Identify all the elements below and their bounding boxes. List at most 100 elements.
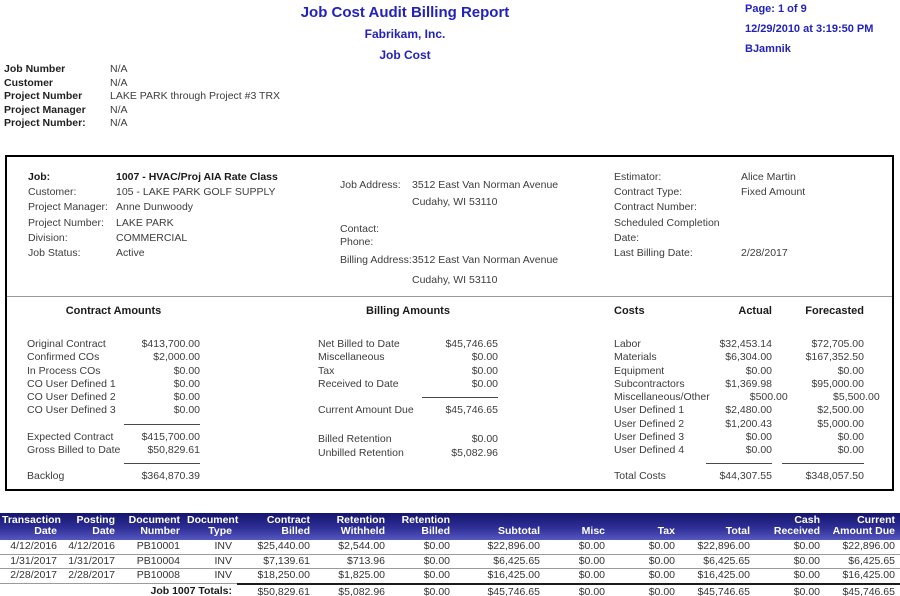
actual-heading: Actual — [738, 305, 772, 317]
costs-heading: Costs — [614, 305, 645, 317]
column-header: Retention Billed — [390, 513, 455, 540]
cost-row: User Defined 2 $1,200.43 $5,000.00 — [614, 417, 864, 430]
company-name: Fabrikam, Inc. — [364, 27, 446, 41]
column-header: Subtotal — [455, 513, 545, 540]
cost-row: Equipment $0.00 $0.00 — [614, 364, 864, 377]
column-header: Misc — [545, 513, 610, 540]
param-value: N/A — [110, 117, 128, 129]
amount-row: Gross Billed to Date $50,829.61 — [27, 444, 200, 457]
scheduled-completion-row: Scheduled Completion Date: — [614, 216, 720, 244]
column-header: Retention Withheld — [315, 513, 390, 540]
billed-retention-row: Billed Retention $0.00 — [318, 433, 498, 446]
column-header: Current Amount Due — [825, 513, 900, 540]
page-number: Page: 1 of 9 — [745, 3, 807, 15]
param-row: Project Manager N/A — [4, 104, 280, 118]
column-header: Tax — [610, 513, 680, 540]
job-address-row: Job Address: 3512 East Van Norman Avenue — [340, 179, 559, 191]
estimator-row: Estimator: Alice Martin — [614, 171, 796, 183]
column-header: Document Number — [120, 513, 185, 540]
total-costs-row: Total Costs $44,307.55 $348,057.50 — [614, 469, 864, 482]
amount-row: CO User Defined 3 $0.00 — [27, 404, 200, 417]
contract-amounts-column: Contract Amounts Original Contract $413,7… — [27, 297, 200, 484]
column-header: Document Type — [185, 513, 238, 540]
totals-label: Job 1007 Totals: — [0, 583, 237, 596]
transactions-header-row: Transaction Date Posting Date Document N… — [0, 513, 900, 540]
report-parameters: Job Number N/A Customer N/A Project Number… — [4, 63, 280, 131]
transaction-row: 1/31/2017 1/31/2017 PB10004 INV $7,139.61 $71… — [0, 554, 900, 569]
param-value: LAKE PARK through Project #3 TRX — [110, 90, 281, 102]
totals-row: Job 1007 Totals: $50,829.61 $5,082.96 $0.0… — [0, 582, 900, 596]
job-row: Job: 1007 - HVAC/Proj AIA Rate Class — [28, 171, 278, 183]
total-rule — [27, 457, 200, 470]
current-amount-due-row: Current Amount Due $45,746.65 — [318, 404, 498, 417]
job-identity-column: Job: 1007 - HVAC/Proj AIA Rate Class Cust… — [28, 170, 333, 261]
unbilled-retention-row: Unbilled Retention $5,082.96 — [318, 446, 498, 459]
job-summary-box: Job: 1007 - HVAC/Proj AIA Rate Class Cust… — [5, 155, 894, 491]
contract-amounts-heading: Contract Amounts — [65, 305, 162, 317]
page-info-block: Page: 1 of 9 12/29/2010 at 3:19:50 PM BJ… — [745, 3, 873, 63]
column-header: Total — [680, 513, 755, 540]
param-label: Job Number — [4, 63, 66, 75]
total-costs-rule — [614, 458, 864, 470]
amount-row: In Process COs $0.00 — [27, 364, 200, 377]
print-datetime: 12/29/2010 at 3:19:50 PM — [745, 23, 874, 35]
amount-row: CO User Defined 1 $0.00 — [27, 377, 200, 390]
amount-row: Tax $0.00 — [318, 364, 498, 377]
amount-row: Miscellaneous $0.00 — [318, 351, 498, 364]
param-value: N/A — [110, 63, 128, 75]
param-row: Job Number N/A — [4, 63, 280, 77]
cost-row: Miscellaneous/Other $500.00 $5,500.00 — [614, 391, 880, 404]
amount-row: CO User Defined 2 $0.00 — [27, 391, 200, 404]
phone-row: Phone: — [340, 236, 374, 248]
transaction-row: 2/28/2017 2/28/2017 PB10008 INV $18,250.00 $1… — [0, 568, 900, 584]
amount-row: Received to Date $0.00 — [318, 377, 498, 390]
column-header: Contract Billed — [237, 513, 315, 540]
param-value: N/A — [110, 76, 128, 89]
job-status-row: Job Status: Active — [28, 247, 145, 260]
cost-row: Materials $6,304.00 $167,352.50 — [614, 351, 864, 364]
job-details-column: Estimator: Alice Martin Contract Type: Fix… — [614, 170, 886, 261]
report-header: Job Cost Audit Billing Report Fabrikam, … — [0, 4, 810, 62]
division-row: Division: COMMERCIAL — [28, 231, 188, 244]
amount-row: Expected Contract $415,700.00 — [27, 430, 200, 443]
param-row: Project Number LAKE PARK through Project … — [4, 90, 280, 104]
cost-row: Subcontractors $1,369.98 $95,000.00 — [614, 377, 864, 390]
transactions-table: Transaction Date Posting Date Document N… — [0, 513, 900, 596]
contract-number-row: Contract Number: — [614, 201, 697, 214]
last-billing-date-row: Last Billing Date: 2/28/2017 — [614, 247, 788, 260]
report-title: Job Cost Audit Billing Report — [300, 4, 510, 21]
param-value: N/A — [110, 103, 128, 116]
transaction-row: 4/12/2016 4/12/2016 PB10001 INV $25,440.00 $2… — [0, 540, 900, 555]
column-header: Posting Date — [62, 513, 120, 540]
project-manager-row: Project Manager: Anne Dunwoody — [28, 201, 194, 214]
cost-row: Labor $32,453.14 $72,705.00 — [614, 338, 864, 350]
contract-type-row: Contract Type: Fixed Amount — [614, 186, 806, 199]
cost-row: User Defined 3 $0.00 $0.00 — [614, 431, 864, 444]
column-header: Cash Received — [755, 513, 825, 540]
project-number-row: Project Number: LAKE PARK — [28, 216, 174, 229]
costs-column: Costs Actual Forecasted Labor $32,453.14 $… — [614, 297, 880, 483]
param-row: Project Number: N/A — [4, 117, 280, 131]
billing-address-row: Billing Address: 3512 East Van Norman Ave… — [340, 254, 559, 266]
param-row: Customer N/A — [4, 77, 280, 91]
job-address-city-row: Cudahy, WI 53110 — [412, 196, 498, 208]
param-label: Customer — [4, 76, 54, 89]
amount-row: Original Contract $413,700.00 — [27, 338, 200, 350]
job-address-column: Job Address: 3512 East Van Norman Avenue … — [340, 170, 612, 292]
print-username: BJamnik — [745, 43, 791, 55]
amounts-section: Contract Amounts Original Contract $413,7… — [7, 296, 892, 489]
cost-row: User Defined 1 $2,480.00 $2,500.00 — [614, 404, 864, 417]
customer-row: Customer: 105 - LAKE PARK GOLF SUPPLY — [28, 186, 276, 199]
billing-amounts-column: Billing Amounts Net Billed to Date $45,74… — [318, 297, 498, 460]
cost-row: User Defined 4 $0.00 $0.00 — [614, 444, 864, 457]
param-label: Project Number — [4, 90, 83, 102]
amount-row: Net Billed to Date $45,746.65 — [318, 338, 498, 350]
contact-row: Contact: — [340, 223, 380, 235]
column-header: Transaction Date — [0, 513, 62, 540]
subtotal-rule — [27, 418, 200, 431]
param-label: Project Manager — [4, 103, 86, 116]
param-label: Project Number: — [4, 117, 86, 129]
costs-header-row: Costs Actual Forecasted — [614, 305, 864, 319]
subtotal-rule — [318, 391, 498, 404]
